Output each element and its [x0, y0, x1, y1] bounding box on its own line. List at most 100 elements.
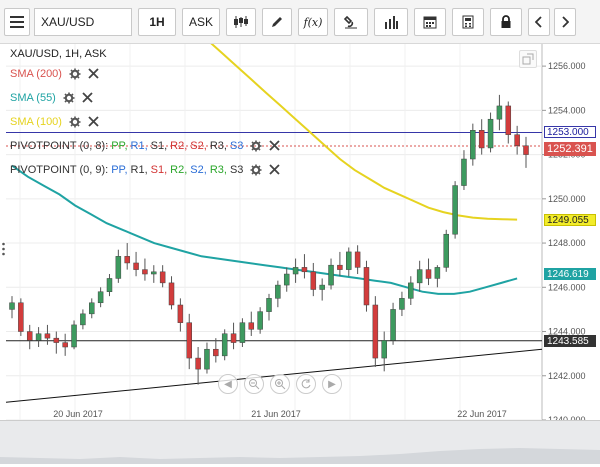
- candle-body: [470, 130, 476, 160]
- indicator-row[interactable]: SMA (55): [10, 92, 94, 104]
- candle-body: [319, 284, 325, 290]
- scroll-forward-button[interactable]: ▶: [322, 374, 342, 394]
- pivot-level-label: PP,: [111, 164, 128, 176]
- chart-type-button[interactable]: [226, 8, 256, 36]
- candle-body: [133, 262, 139, 270]
- gear-icon[interactable]: [63, 92, 75, 104]
- candle-body: [496, 105, 503, 120]
- navigator-strip[interactable]: [0, 420, 600, 464]
- calculator-icon: [462, 15, 474, 29]
- candle-body: [213, 348, 219, 357]
- gear-icon[interactable]: [69, 116, 81, 128]
- gear-icon[interactable]: [69, 68, 81, 80]
- candle-body: [452, 185, 458, 235]
- scroll-back-button[interactable]: ◀: [218, 374, 238, 394]
- chart-toolbar: XAU/USD 1H ASK f(x): [0, 0, 600, 44]
- candles-group: [9, 94, 529, 385]
- detach-chart-button[interactable]: [519, 50, 537, 68]
- gear-icon[interactable]: [250, 164, 262, 176]
- candle-body: [443, 233, 449, 268]
- pivot-indicator-row[interactable]: PIVOTPOINT (0, 8): PP, R1, S1, R2, S2, R3, S3: [10, 140, 281, 152]
- date-label: 21 Jun 2017: [251, 409, 301, 419]
- magnet-button[interactable]: [334, 8, 368, 36]
- price-label: 1252.391: [544, 141, 596, 156]
- menu-button[interactable]: [4, 8, 30, 36]
- lock-icon: [501, 15, 511, 28]
- candle-body: [159, 271, 166, 284]
- resize-handle-icon[interactable]: [2, 242, 5, 256]
- price-tick-label: 1244.000: [548, 327, 586, 337]
- close-icon[interactable]: [88, 68, 100, 80]
- candle-body: [124, 256, 130, 264]
- draw-pencil-icon: [272, 17, 282, 27]
- price-label: 1249.055: [544, 213, 596, 226]
- candle-body: [44, 333, 51, 339]
- candle-body: [204, 348, 210, 370]
- candle-body: [487, 118, 494, 149]
- candle-body: [346, 251, 352, 270]
- candle-body: [275, 284, 281, 299]
- reset-view-button[interactable]: [296, 374, 316, 394]
- price-tick-label: 1256.000: [548, 61, 586, 71]
- function-icon: f(x): [303, 15, 323, 29]
- indicators-button[interactable]: f(x): [298, 8, 328, 36]
- candle-body: [168, 282, 175, 306]
- indicator-row[interactable]: SMA (100): [10, 116, 100, 128]
- interval-selector[interactable]: 1H: [138, 8, 176, 36]
- zoom-in-icon: [275, 379, 286, 390]
- chart-area[interactable]: 1240.0001242.0001244.0001246.0001248.000…: [0, 38, 600, 463]
- calculator-button[interactable]: [452, 8, 484, 36]
- candle-body: [142, 269, 148, 275]
- close-icon[interactable]: [82, 92, 94, 104]
- pivot-indicator-row[interactable]: PIVOTPOINT (0, 9): PP, R1, S1, R2, S2, R3, S3: [10, 164, 281, 176]
- volume-button[interactable]: [374, 8, 408, 36]
- candle-body: [434, 267, 441, 279]
- candle-body: [372, 304, 379, 359]
- indicator-row[interactable]: SMA (200): [10, 68, 100, 80]
- candle-body: [115, 256, 122, 279]
- gear-icon[interactable]: [250, 140, 262, 152]
- draw-button[interactable]: [262, 8, 292, 36]
- candle-body: [478, 130, 485, 149]
- candle-body: [106, 278, 113, 292]
- price-type-label: ASK: [188, 15, 213, 29]
- candle-body: [354, 251, 361, 268]
- candle-body: [18, 302, 24, 332]
- chevron-left-icon: [535, 16, 542, 28]
- scroll-right-button[interactable]: [554, 8, 576, 36]
- close-icon[interactable]: [269, 140, 281, 152]
- zoom-in-button[interactable]: [270, 374, 290, 394]
- symbol-selector[interactable]: XAU/USD: [34, 8, 132, 36]
- candle-body: [328, 264, 334, 286]
- pivot-level-label: S3: [229, 140, 244, 152]
- price-chart[interactable]: 1240.0001242.0001244.0001246.0001248.000…: [0, 38, 600, 463]
- price-type-selector[interactable]: ASK: [182, 8, 220, 36]
- price-tick-label: 1246.000: [548, 282, 586, 292]
- indicator-label: SMA (55): [10, 92, 56, 104]
- candle-body: [461, 158, 467, 186]
- price-axis: 1240.0001242.0001244.0001246.0001248.000…: [542, 61, 586, 425]
- calendar-icon: [423, 16, 437, 29]
- scroll-left-button[interactable]: [528, 8, 550, 36]
- pivot-label: PIVOTPOINT (0, 9):: [10, 164, 109, 176]
- candle-body: [416, 269, 423, 284]
- lock-button[interactable]: [490, 8, 522, 36]
- candle-body: [408, 282, 414, 299]
- candle-body: [381, 340, 387, 359]
- chevron-right-icon: [562, 16, 569, 28]
- calendar-button[interactable]: [414, 8, 446, 36]
- zoom-out-button[interactable]: [244, 374, 264, 394]
- close-icon[interactable]: [88, 116, 100, 128]
- pivot-level-label: R2,: [170, 164, 188, 176]
- pivot-level-label: R1,: [130, 140, 148, 152]
- chevron-right-icon: ▶: [328, 378, 336, 390]
- price-label: 1253.000: [544, 126, 596, 139]
- candle-body: [195, 357, 201, 370]
- candle-body: [97, 291, 104, 304]
- candle-body: [363, 267, 370, 306]
- pivot-level-label: S1,: [150, 164, 168, 176]
- pivot-level-label: PP,: [111, 140, 128, 152]
- pivot-level-label: S1,: [150, 140, 168, 152]
- candle-body: [523, 145, 529, 155]
- close-icon[interactable]: [269, 164, 281, 176]
